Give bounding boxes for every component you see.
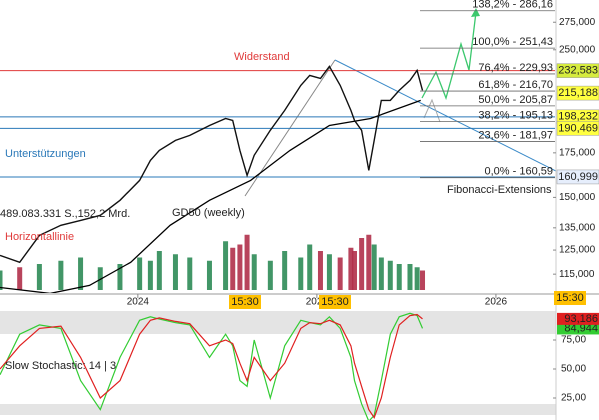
fib-label: Fibonacci-Extensions: [447, 184, 552, 196]
fib-level-label: 138,2% - 286,16: [472, 0, 553, 11]
price-line: [0, 65, 424, 264]
projection-path: [423, 98, 441, 123]
volume-bar: [230, 247, 236, 290]
volume-bar: [420, 270, 426, 290]
volume-bar: [78, 257, 84, 290]
volume-bar: [187, 257, 193, 290]
volume-bar: [156, 251, 162, 290]
volume-bar: [407, 264, 413, 290]
y-tick-label: 175,000: [559, 147, 596, 158]
price-box-label: 160,999: [558, 171, 598, 183]
volume-bar: [396, 264, 402, 290]
y-tick-label: 115,000: [559, 269, 595, 280]
volume-bar: [414, 267, 420, 290]
stoch-line: [0, 313, 423, 420]
price-box-label: 215,188: [558, 87, 598, 99]
volume-bar: [378, 257, 384, 290]
volume-bar: [387, 260, 393, 290]
volume-bar: [348, 247, 354, 290]
volume-bar: [147, 260, 153, 290]
time-label: 15:30: [231, 296, 259, 308]
fib-level-label: 76,4% - 229,93: [478, 62, 553, 74]
price-box-label: 190,469: [558, 122, 598, 134]
fib-level-label: 50,0% - 205,87: [478, 94, 553, 106]
volume-bar: [298, 257, 304, 290]
fib-level-label: 38,2% - 195,13: [478, 109, 553, 121]
resistance-label: Widerstand: [234, 51, 290, 63]
stoch-tick-label: 50,00: [561, 364, 586, 375]
time-box: [554, 291, 586, 305]
price-box-label: 232,583: [558, 65, 598, 77]
fib-trend-line: [334, 59, 556, 172]
y-tick-label: 250,000: [559, 44, 596, 55]
price-box-label: 198,232: [558, 111, 598, 123]
volume-bar: [137, 257, 143, 290]
y-tick-label: 125,000: [559, 245, 596, 256]
y-tick-label: 135,000: [559, 222, 596, 233]
volume-bar: [117, 264, 123, 290]
volume-bar: [206, 260, 212, 290]
overbought-band: [0, 311, 556, 334]
stochastic-panel: [0, 312, 424, 420]
volume-bar: [267, 260, 273, 290]
stoch-value-label: 84,944: [564, 322, 598, 334]
price-panel: [0, 8, 556, 293]
volume-bar: [326, 254, 332, 290]
fib-level-label: 23,6% - 181,97: [478, 129, 553, 141]
volume-bar: [351, 251, 357, 290]
x-tick-label: 2026: [485, 297, 508, 308]
info-label: 489.083.331 S.,152,2 Mrd.: [0, 208, 130, 220]
arrow-head: [471, 8, 480, 17]
y-tick-label: 150,000: [559, 192, 596, 203]
fib-level-label: 100,0% - 251,43: [472, 36, 553, 48]
y-tick-label: 275,000: [559, 17, 596, 28]
gd50-line: [0, 99, 421, 293]
stoch-value-label: 93,186: [564, 313, 598, 325]
fib-level-label: 61,8% - 216,70: [478, 79, 553, 91]
volume-bar: [337, 257, 343, 290]
volume-bar: [317, 251, 323, 290]
volume-bar: [307, 244, 313, 290]
volume-bar: [244, 234, 250, 290]
volume-bar: [366, 234, 372, 290]
volume-bar: [371, 244, 377, 290]
fib-level-label: 0,0% - 160,59: [485, 166, 554, 178]
time-box: [319, 295, 351, 309]
price-box: [556, 85, 599, 101]
volume-bar: [0, 270, 3, 290]
stoch-value-box: [557, 312, 599, 325]
projection-arrow: [421, 11, 477, 101]
volume-bar: [36, 264, 42, 290]
gd50-label: GD50 (weekly): [172, 207, 245, 219]
volume-bar: [58, 260, 64, 290]
support-label: Unterstützungen: [5, 148, 86, 160]
volume-bar: [223, 241, 229, 290]
stochastic-label: Slow Stochastic: 14 | 3: [5, 360, 116, 372]
volume-bar: [17, 267, 23, 290]
price-box: [556, 121, 599, 136]
stoch-value-box: [557, 322, 599, 335]
price-box: [556, 169, 599, 185]
time-label: 15:30: [556, 292, 584, 304]
oversold-band: [0, 404, 556, 415]
horizontal-line-label: Horizontallinie: [5, 231, 74, 243]
volume-bar: [251, 254, 257, 290]
x-tick-label: 2025: [306, 297, 329, 308]
time-box: [229, 295, 261, 309]
x-tick-label: 2024: [127, 297, 150, 308]
stoch-tick-label: 75,00: [561, 335, 586, 346]
volume-bar: [282, 251, 288, 290]
time-label: 15:30: [321, 296, 349, 308]
volume-bar: [172, 254, 178, 290]
stoch-tick-label: 25,00: [561, 393, 586, 404]
volume-bar: [359, 238, 365, 290]
price-box: [556, 63, 599, 78]
volume-bar: [237, 244, 243, 290]
